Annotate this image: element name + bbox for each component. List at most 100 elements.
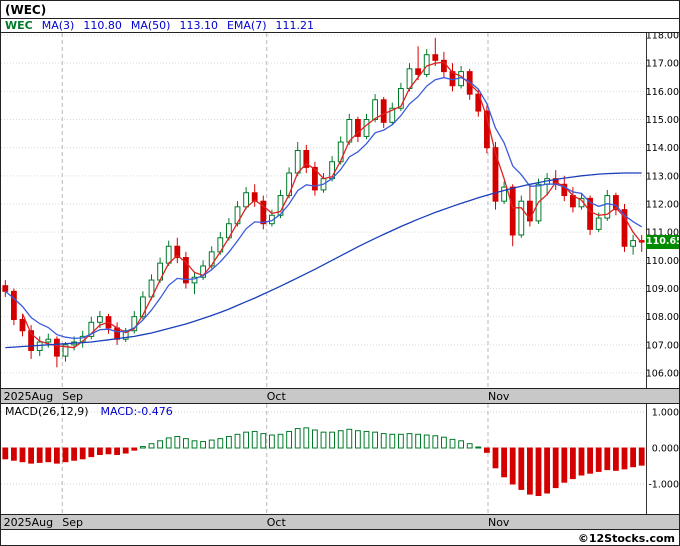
candle-body [294, 149, 301, 174]
macd-bar [36, 447, 43, 463]
candle-body [398, 88, 404, 109]
macd-bar [380, 433, 387, 449]
candle-body [312, 166, 318, 191]
macd-bar [88, 447, 95, 458]
price-axis-tick: 112.00 [646, 200, 679, 211]
price-axis-tick: 113.00 [646, 171, 679, 182]
candle-body [604, 195, 611, 219]
macd-axis-tick: -1.000 [648, 480, 679, 491]
macd-bar [2, 447, 9, 460]
candle-body [286, 172, 293, 197]
macd-bar [286, 430, 293, 449]
ma3-value: 110.80 [83, 18, 122, 32]
macd-bar [441, 436, 447, 449]
macd-bar [140, 446, 146, 449]
date-axis-bottom: 2025Aug Sep Oct Nov [1, 514, 679, 530]
candle-body [355, 119, 361, 137]
candle-body [62, 344, 69, 357]
candle-body [630, 240, 637, 247]
macd-bar [363, 430, 370, 449]
macd-bar [165, 437, 172, 449]
macd-label: MACD(26,12,9) [5, 405, 89, 418]
price-gridlines [1, 33, 646, 388]
ema7-value: 111.21 [275, 18, 315, 32]
overlay-line-MA3 [21, 61, 643, 349]
macd-bar [535, 447, 542, 497]
macd-axis-tick: 0.000 [652, 444, 679, 455]
macd-bar [28, 447, 35, 464]
candle-body [45, 338, 52, 343]
candle-body [561, 183, 568, 197]
macd-value: MACD:-0.476 [100, 405, 173, 418]
macd-bar [54, 447, 60, 464]
macd-bar [638, 447, 645, 466]
macd-bar [269, 434, 275, 449]
candle-body [613, 195, 619, 211]
macd-bar [200, 441, 206, 449]
macd-bar [570, 447, 576, 480]
month-label: 2025Aug [3, 390, 54, 403]
price-legend: WEC MA(3) 110.80 MA(50) 113.10 EMA(7) 11… [1, 18, 679, 33]
candle-body [432, 54, 439, 61]
candle-body [234, 206, 241, 225]
macd-bar [544, 447, 551, 494]
price-axis-tick: 116.00 [646, 87, 679, 98]
candle-body [303, 149, 310, 168]
macd-bar [432, 435, 439, 449]
month-label: Oct [266, 516, 286, 529]
macd-bar [466, 443, 473, 449]
macd-bar [148, 443, 155, 449]
macd-bar [217, 438, 224, 449]
ma50-value: 113.10 [179, 18, 218, 32]
month-label: 2025Aug [3, 516, 54, 529]
candle-body [415, 68, 422, 75]
candle-body [466, 71, 473, 95]
candle-body [389, 107, 396, 123]
price-axis-tick: 108.00 [646, 312, 679, 323]
candle-body [587, 197, 594, 230]
macd-bar [355, 430, 361, 449]
macd-bar [449, 438, 456, 449]
macd-bar [630, 447, 637, 468]
macd-bar [621, 447, 628, 470]
page-title: (WEC) [5, 3, 47, 17]
date-axis-top: 2025Aug Sep Oct Nov [1, 388, 679, 404]
macd-bar [552, 447, 559, 489]
candle-body [183, 257, 189, 284]
overlay-line-MA50 [5, 172, 642, 349]
candle-body [527, 200, 533, 222]
candle-body [518, 200, 525, 236]
candle-body [621, 209, 628, 247]
price-axis-tick: 107.00 [646, 340, 679, 351]
macd-bar [45, 447, 52, 463]
macd-bar [19, 447, 26, 463]
macd-bar [208, 439, 215, 449]
candle-body [251, 192, 258, 202]
month-label: Oct [266, 390, 286, 403]
candle-body [97, 316, 103, 323]
candle-body [423, 54, 430, 75]
candle-body [191, 276, 198, 284]
macd-bar [492, 447, 499, 469]
macd-bar [518, 447, 525, 490]
macd-bar [243, 431, 249, 449]
macd-bar [312, 429, 318, 449]
footer: ©12Stocks.com [1, 530, 679, 545]
macd-bar [79, 447, 86, 460]
candle-body [36, 341, 43, 351]
macd-bar [260, 433, 267, 449]
macd-bar [122, 447, 129, 454]
macd-bar [62, 447, 69, 463]
macd-bar [578, 447, 585, 476]
ema7-label: EMA(7) [226, 18, 267, 32]
macd-bar [509, 447, 516, 485]
ma3-label: MA(3) [41, 18, 75, 32]
macd-bar [97, 447, 103, 455]
macd-bar [389, 433, 396, 449]
candles-layer [2, 37, 645, 368]
macd-bar [458, 440, 465, 449]
macd-bar [527, 447, 533, 495]
macd-bar [484, 447, 490, 453]
price-axis-tick: 109.00 [646, 284, 679, 295]
macd-bar [157, 440, 163, 449]
